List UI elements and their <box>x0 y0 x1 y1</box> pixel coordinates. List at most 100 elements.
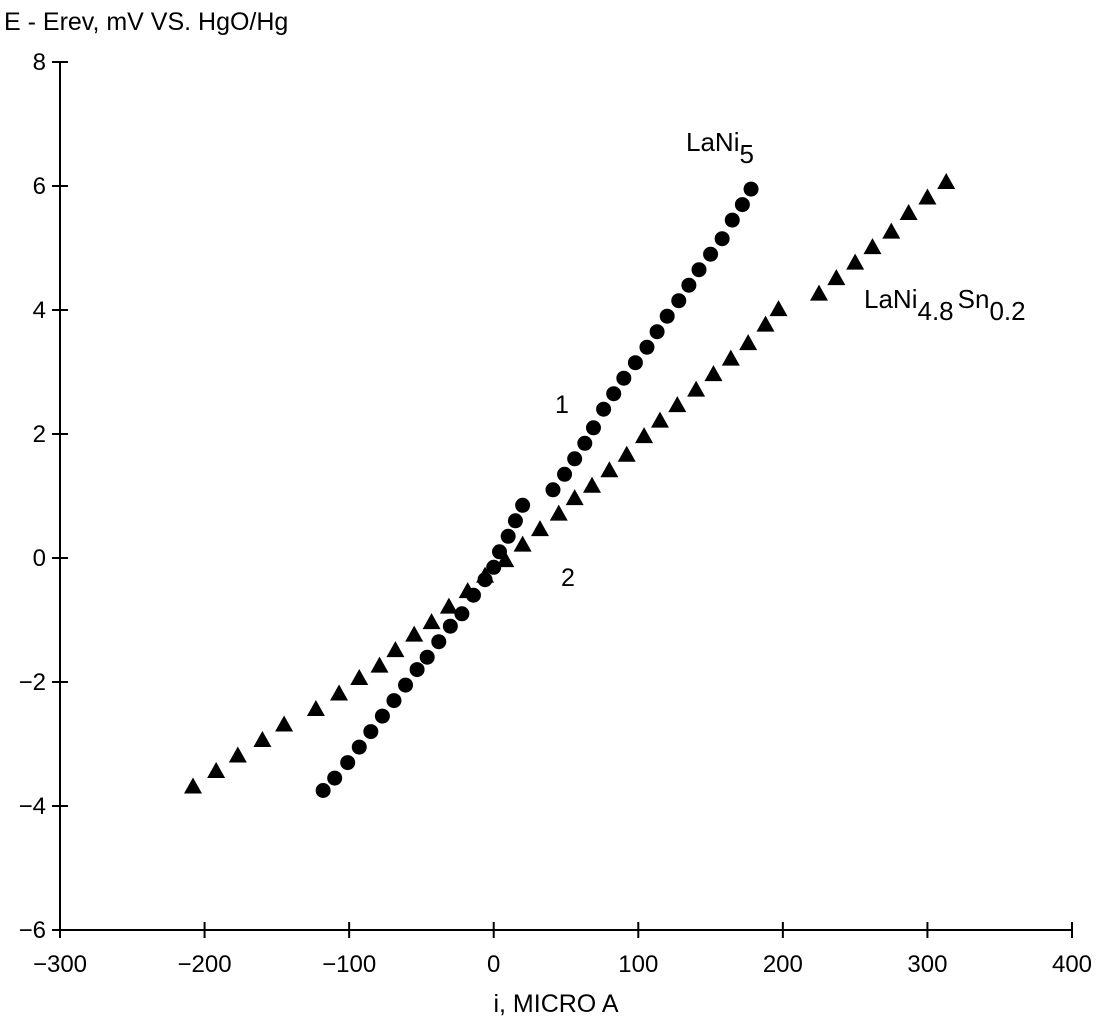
data-point-circle <box>327 770 343 786</box>
series-label-lani5-base: LaNi <box>686 127 739 157</box>
data-point-triangle <box>899 203 918 220</box>
data-point-circle <box>363 724 379 740</box>
x-tick-label: −300 <box>33 951 87 978</box>
data-point-triangle <box>635 427 654 444</box>
data-point-circle <box>616 370 632 386</box>
data-point-circle <box>734 197 750 213</box>
y-ticks: −6 −4 −2 0 2 4 6 8 <box>19 49 68 944</box>
data-point-triangle <box>476 566 495 583</box>
data-point-triangle <box>458 582 477 599</box>
x-tick-label: 400 <box>1052 951 1092 978</box>
data-point-triangle <box>810 284 828 301</box>
data-point-triangle <box>496 551 515 568</box>
data-point-circle <box>567 451 583 467</box>
data-point-circle <box>515 497 531 513</box>
data-point-circle <box>596 401 612 417</box>
data-point-circle <box>500 528 516 544</box>
data-points <box>184 172 956 798</box>
data-point-triangle <box>513 535 532 552</box>
data-point-circle <box>659 308 675 324</box>
y-tick-label: 8 <box>33 49 46 76</box>
x-tick-label: −100 <box>322 951 376 978</box>
y-axis-label: E - Erev, mV VS. HgO/Hg <box>4 8 288 36</box>
curve-number-1: 1 <box>555 391 569 419</box>
x-tick-label: 0 <box>487 951 500 978</box>
series-lani5 <box>315 181 759 798</box>
data-point-circle <box>606 386 622 402</box>
data-point-triangle <box>275 715 294 732</box>
data-point-triangle <box>721 349 740 366</box>
data-point-triangle <box>918 188 937 205</box>
data-point-triangle <box>530 520 549 537</box>
data-point-triangle <box>583 476 602 493</box>
x-axis-label: i, MICRO A <box>493 990 618 1018</box>
series-label-lani48sn02-mid: Sn <box>958 284 990 314</box>
data-point-triangle <box>617 445 636 462</box>
data-point-triangle <box>650 411 669 428</box>
data-point-circle <box>671 293 687 309</box>
y-tick-label: 6 <box>33 173 46 200</box>
data-point-triangle <box>422 613 441 630</box>
data-point-triangle <box>405 625 424 642</box>
data-point-triangle <box>565 489 584 506</box>
data-point-triangle <box>184 777 203 794</box>
data-point-triangle <box>253 730 272 747</box>
y-tick-label: 0 <box>33 545 46 572</box>
series-label-lani48sn02-sub1: 4.8 <box>917 296 953 326</box>
series-label-lani5: LaNi5 <box>686 127 754 169</box>
x-tick-label: 100 <box>618 951 658 978</box>
data-point-triangle <box>306 699 325 716</box>
data-point-triangle <box>863 238 882 255</box>
data-point-circle <box>545 482 561 498</box>
data-point-circle <box>577 435 593 451</box>
data-point-circle <box>714 231 730 247</box>
y-tick-label: −6 <box>19 917 46 944</box>
y-tick-label: 2 <box>33 421 46 448</box>
series-label-lani48sn02-base: LaNi <box>864 284 917 314</box>
data-point-triangle <box>882 222 901 239</box>
data-point-triangle <box>937 172 956 189</box>
data-point-triangle <box>439 597 458 614</box>
data-point-triangle <box>228 746 247 763</box>
data-point-circle <box>340 755 356 771</box>
data-point-triangle <box>668 396 687 413</box>
data-point-triangle <box>704 365 723 382</box>
x-tick-label: −200 <box>178 951 232 978</box>
series-label-lani48sn02: LaNi4.8 Sn0.2 <box>864 284 1026 326</box>
data-point-circle <box>486 559 502 575</box>
data-point-circle <box>315 783 331 798</box>
data-point-triangle <box>386 641 405 658</box>
data-point-circle <box>419 649 435 665</box>
data-point-circle <box>454 606 470 622</box>
data-point-triangle <box>756 315 775 332</box>
data-point-triangle <box>207 761 226 778</box>
data-point-triangle <box>687 380 706 397</box>
series-label-lani5-sub: 5 <box>739 139 753 169</box>
data-point-circle <box>649 324 665 340</box>
data-point-triangle <box>827 269 846 286</box>
x-ticks: −300 −200 −100 0 100 200 300 400 <box>33 922 1092 978</box>
data-point-circle <box>351 739 367 755</box>
y-tick-label: −2 <box>19 669 46 696</box>
series-label-lani48sn02-sub2: 0.2 <box>989 296 1025 326</box>
data-point-triangle <box>350 668 369 685</box>
data-point-circle <box>386 693 402 709</box>
data-point-circle <box>409 662 425 678</box>
data-point-circle <box>681 277 697 293</box>
y-tick-label: −4 <box>19 793 46 820</box>
data-point-circle <box>557 466 573 482</box>
data-point-circle <box>374 708 390 724</box>
data-point-circle <box>442 618 458 634</box>
series-lani4-8sn0-2 <box>184 172 956 794</box>
data-point-triangle <box>600 461 619 478</box>
data-point-circle <box>743 181 759 197</box>
data-point-circle <box>431 634 447 650</box>
data-point-triangle <box>330 684 349 701</box>
x-tick-label: 300 <box>907 951 947 978</box>
data-point-circle <box>507 513 523 529</box>
x-tick-label: 200 <box>763 951 803 978</box>
data-point-circle <box>691 262 707 278</box>
data-point-circle <box>703 246 719 262</box>
axes <box>59 62 1072 931</box>
